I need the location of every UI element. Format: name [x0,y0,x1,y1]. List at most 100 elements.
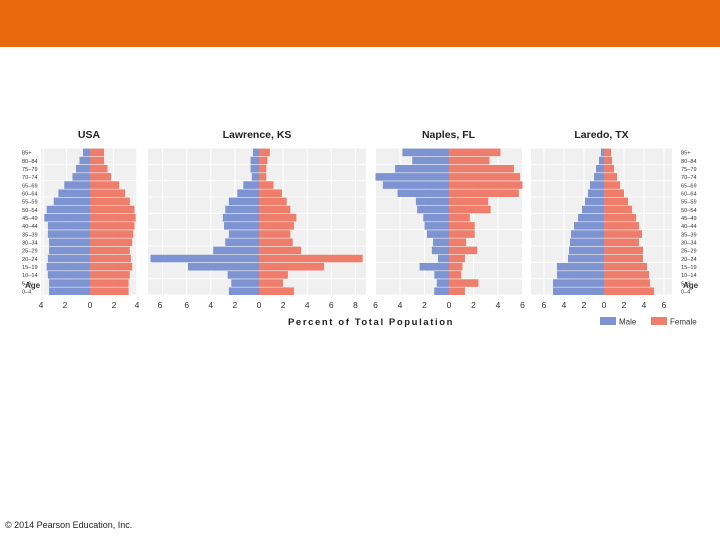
female-bar-10 [604,230,642,238]
panel-title: USA [78,129,101,141]
x-tick-label: 6 [542,300,547,310]
age-label-left-0: 85+ [22,151,32,157]
age-label-right-12: 25–29 [681,249,697,255]
age-label-left-13: 20–24 [22,257,38,263]
male-bar-15 [47,271,90,279]
age-label-right-10: 35–39 [681,232,697,238]
male-bar-2 [250,164,259,173]
male-bar-0 [82,148,90,157]
age-label-right-3: 70–74 [681,175,697,181]
panel-title: Lawrence, KS [223,129,292,141]
male-bar-12 [49,246,90,255]
female-bar-0 [259,148,270,157]
female-bar-2 [449,164,514,173]
legend-male-label: Male [619,318,637,327]
male-bar-15 [557,271,604,279]
x-tick-label: 6 [373,300,378,310]
male-bar-15 [227,271,259,279]
female-bar-15 [449,271,462,279]
x-tick-label: 6 [158,300,163,310]
x-tick-label: 2 [112,300,117,310]
male-bar-1 [599,156,604,165]
pyramid-panel-0: USA 4 2 0 2 4 [39,129,140,310]
x-tick-label: 2 [471,300,476,310]
male-bar-6 [53,197,90,206]
x-tick-label: 4 [496,300,501,310]
female-bar-9 [259,222,294,230]
female-bar-0 [449,148,501,157]
age-labels: 85+ 80–84 75–79 70–74 65–69 60–64 55–59 50–54 45… [22,151,697,296]
male-bar-0 [601,148,604,157]
age-label-right-8: 45–49 [681,216,697,222]
female-bar-4 [604,181,620,189]
female-bar-8 [449,213,470,222]
female-bar-5 [90,189,126,197]
female-bar-2 [259,164,267,173]
age-label-left-3: 70–74 [22,175,38,181]
age-label-right-1: 80–84 [681,159,697,165]
male-bar-14 [187,262,259,271]
male-bar-16 [436,279,449,287]
female-bar-4 [449,181,523,189]
female-bar-6 [90,197,130,206]
age-label-right-11: 30–34 [681,241,697,247]
female-bar-2 [90,164,108,173]
male-bar-0 [402,148,449,157]
male-bar-16 [231,279,259,287]
male-bar-8 [222,213,259,222]
x-tick-label: 4 [305,300,310,310]
x-tick-label: 2 [422,300,427,310]
female-bar-17 [449,287,465,295]
male-bar-14 [419,262,449,271]
female-bar-13 [449,254,465,263]
x-tick-label: 2 [622,300,627,310]
legend-female-label: Female [670,318,697,327]
legend: Male Female [600,317,697,327]
x-tick-label: 4 [208,300,213,310]
age-label-right-14: 15–19 [681,265,697,271]
legend-male-swatch [600,317,616,325]
male-bar-12 [569,246,604,255]
x-tick-label: 0 [88,300,93,310]
copyright-notice: © 2014 Pearson Education, Inc. [5,520,133,530]
male-bar-6 [415,197,449,206]
x-tick-label: 2 [281,300,286,310]
female-bar-17 [90,287,129,295]
male-bar-10 [47,230,90,238]
male-bar-3 [251,173,259,181]
age-label-right-2: 75–79 [681,167,697,173]
female-bar-1 [449,156,490,165]
female-bar-11 [259,238,293,246]
male-bar-16 [49,279,90,287]
male-bar-16 [553,279,604,287]
female-bar-14 [259,262,325,271]
male-bar-3 [375,173,449,181]
male-bar-4 [382,181,449,189]
age-label-right-16: 5–9 [681,281,690,287]
x-tick-label: 4 [39,300,44,310]
male-bar-11 [225,238,259,246]
pyramid-panel-2: Naples, FL 6 4 2 0 2 4 6 [373,129,525,310]
female-bar-1 [90,156,105,165]
female-bar-15 [604,271,649,279]
female-bar-9 [90,222,135,230]
male-bar-13 [568,254,604,263]
female-bar-13 [90,254,131,263]
female-bar-16 [259,279,284,287]
age-label-left-9: 40–44 [22,224,38,230]
male-bar-1 [250,156,259,165]
female-bar-5 [449,189,519,197]
age-label-left-1: 80–84 [22,159,38,165]
male-bar-8 [44,213,90,222]
female-bar-16 [449,279,479,287]
female-bar-17 [604,287,654,295]
male-bar-17 [228,287,259,295]
legend-female-swatch [651,317,667,325]
age-label-right-15: 10–14 [681,273,697,279]
female-bar-5 [259,189,282,197]
male-bar-8 [578,213,604,222]
female-bar-7 [259,205,291,214]
male-bar-1 [79,156,90,165]
male-bar-11 [49,238,90,246]
female-bar-12 [604,246,643,255]
